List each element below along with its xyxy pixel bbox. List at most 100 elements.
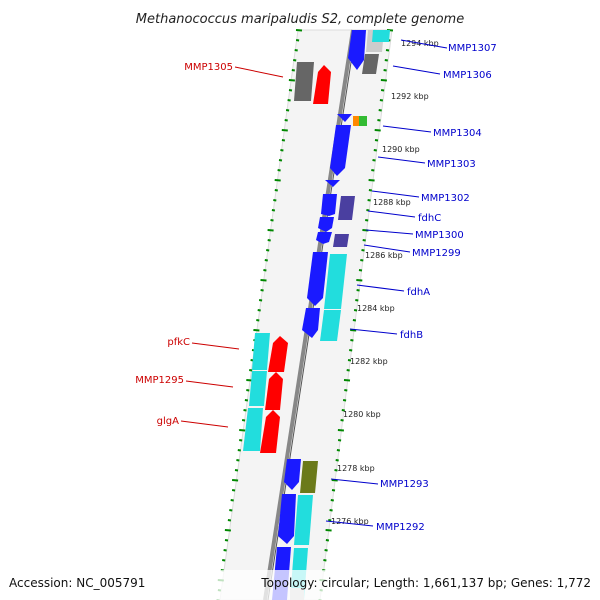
gene-box-cyan-mmp1295[interactable] xyxy=(249,371,267,406)
right-tick-mark xyxy=(341,409,345,412)
gene-arrow-red-mmp1305[interactable] xyxy=(313,65,331,104)
left-tick-mark xyxy=(236,459,240,462)
right-tick-mark xyxy=(346,369,350,372)
right-tick-mark xyxy=(323,559,327,562)
left-tick-mark xyxy=(277,169,281,172)
kbp-label: 1288 kbp xyxy=(373,198,411,207)
right-tick-mark xyxy=(362,239,366,242)
left-tick-mark xyxy=(237,449,241,452)
left-tick-mark xyxy=(224,539,229,542)
gene-label-fdhc[interactable]: fdhC xyxy=(418,213,441,224)
left-tick-mark xyxy=(278,159,283,162)
right-tick-mark xyxy=(342,399,347,402)
gene-box-olive-mmp1293[interactable] xyxy=(300,461,318,493)
gene-label-glga[interactable]: glgA xyxy=(157,416,179,427)
right-tick-mark xyxy=(374,129,381,132)
right-tick-mark xyxy=(383,69,387,72)
kbp-label: 1282 kbp xyxy=(350,357,388,366)
right-tick-mark xyxy=(378,109,382,112)
gene-label-mmp1303[interactable]: MMP1303 xyxy=(427,159,476,170)
kbp-label: 1292 kbp xyxy=(391,92,429,101)
gene-arrow-red-glga[interactable] xyxy=(260,410,280,453)
gene-arrow-blue-small[interactable] xyxy=(337,114,352,122)
gene-arrow-gray-mmp1305[interactable] xyxy=(294,62,314,101)
left-tick-mark xyxy=(291,69,295,72)
gene-box-cyan-mmp1292[interactable] xyxy=(294,495,313,545)
gene-label-pfkc[interactable]: pfkC xyxy=(167,337,190,348)
gene-box-purple-mmp1299[interactable] xyxy=(333,234,349,247)
left-tick-mark xyxy=(241,419,246,422)
right-tick-mark xyxy=(361,249,365,252)
gene-features xyxy=(243,30,390,600)
left-tick-mark xyxy=(244,399,249,402)
gene-label-mmp1293[interactable]: MMP1293 xyxy=(380,479,429,490)
right-tick-mark xyxy=(384,59,388,62)
gene-label-mmp1299[interactable]: MMP1299 xyxy=(412,248,461,259)
right-tick-mark xyxy=(368,179,375,182)
gene-arrow-blue-fdhb[interactable] xyxy=(302,308,320,338)
gene-box-purple-fdhc[interactable] xyxy=(338,196,355,220)
left-tick-mark xyxy=(260,289,264,292)
left-tick-mark xyxy=(266,249,270,252)
right-tick-mark xyxy=(380,79,387,82)
gene-label-fdhb[interactable]: fdhB xyxy=(400,330,423,341)
right-tick-mark xyxy=(356,289,360,292)
left-tick-mark xyxy=(258,299,263,302)
right-tick-mark xyxy=(352,319,357,322)
gene-box-green[interactable] xyxy=(359,116,367,126)
gene-label-mmp1295[interactable]: MMP1295 xyxy=(135,375,184,386)
left-tick-mark xyxy=(222,559,226,562)
gene-label-mmp1300[interactable]: MMP1300 xyxy=(415,230,464,241)
gene-arrow-blue[interactable] xyxy=(348,30,366,70)
kbp-label: 1286 kbp xyxy=(365,251,403,260)
gene-arrow-blue-mmp1300[interactable] xyxy=(318,217,334,232)
left-tick-mark xyxy=(284,119,288,122)
right-tick-mark xyxy=(350,329,357,332)
gene-arrow-blue-mmp1293[interactable] xyxy=(284,459,301,490)
gene-arrow-blue-mmp1302[interactable] xyxy=(325,180,340,187)
left-tick-mark xyxy=(232,479,239,482)
right-tick-mark xyxy=(380,89,385,92)
gene-arrow-gray-mmp1306[interactable] xyxy=(362,54,379,74)
left-tick-mark xyxy=(285,109,290,112)
right-tick-mark xyxy=(344,389,348,392)
gene-label-mmp1302[interactable]: MMP1302 xyxy=(421,193,470,204)
gene-box-cyan-pfkc[interactable] xyxy=(252,333,270,370)
left-tick-mark xyxy=(281,139,286,142)
gene-arrow-blue-mmp1292[interactable] xyxy=(278,494,296,544)
gene-arrow-red-mmp1295[interactable] xyxy=(265,372,283,410)
left-tick-mark xyxy=(239,439,243,442)
right-tick-mark xyxy=(335,459,339,462)
right-tick-mark xyxy=(371,169,375,172)
right-tick-mark xyxy=(337,439,342,442)
gene-arrow-blue-mmp1299[interactable] xyxy=(316,232,332,244)
left-tick-mark xyxy=(249,369,253,372)
gene-label-mmp1304[interactable]: MMP1304 xyxy=(433,128,482,139)
left-tick-mark xyxy=(229,509,233,512)
gene-box-cyan-fdhb[interactable] xyxy=(320,310,341,341)
left-tick-mark xyxy=(230,499,234,502)
left-tick-mark xyxy=(263,269,267,272)
gene-arrow-cyan[interactable] xyxy=(372,30,390,42)
gene-label-mmp1292[interactable]: MMP1292 xyxy=(376,522,425,533)
left-tick-mark xyxy=(267,239,271,242)
gene-label-mmp1305[interactable]: MMP1305 xyxy=(184,62,233,73)
right-tick-mark xyxy=(337,429,344,432)
gene-arrow-red-pfkc[interactable] xyxy=(268,336,288,372)
gene-arrow-blue-fdha[interactable] xyxy=(307,252,328,306)
map-title: Methanococcus maripaludis S2, complete g… xyxy=(136,12,464,27)
gene-box-orange[interactable] xyxy=(353,116,359,126)
gene-arrow-blue-fdhc-a[interactable] xyxy=(321,194,337,216)
gene-arrow-blue-mmp1303[interactable] xyxy=(330,125,351,176)
gene-label-fdha[interactable]: fdhA xyxy=(407,287,430,298)
right-tick-mark xyxy=(372,159,376,162)
accession-label: Accession: NC_005791 xyxy=(9,576,145,590)
right-tick-mark xyxy=(385,49,390,52)
gene-label-mmp1307[interactable]: MMP1307 xyxy=(448,43,497,54)
gene-label-mmp1306[interactable]: MMP1306 xyxy=(443,70,492,81)
left-gene-labels: MMP1305 pfkC MMP1295 glgA xyxy=(135,62,233,427)
gene-box-cyan-glga[interactable] xyxy=(243,408,263,451)
gene-box-cyan-fdha[interactable] xyxy=(324,254,347,309)
